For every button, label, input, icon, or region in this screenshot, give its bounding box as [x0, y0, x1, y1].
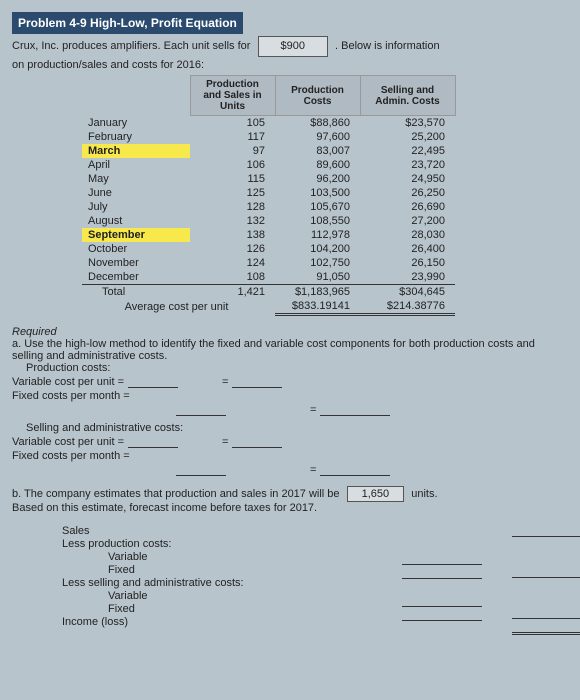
table-row: September138112,97828,030 [82, 228, 455, 242]
blank-input[interactable] [402, 608, 482, 621]
col-admin: Selling and Admin. Costs [360, 76, 455, 116]
intro-block: Crux, Inc. produces amplifiers. Each uni… [12, 36, 568, 73]
less-sell-label: Less selling and administrative costs: [62, 577, 342, 589]
table-row: December10891,05023,990 [82, 270, 455, 285]
blank-input[interactable] [320, 465, 390, 476]
forecast-blanks-col1 [402, 524, 482, 635]
total-row: Total1,421$1,183,965$304,645 [82, 285, 455, 300]
table-row: July128105,67026,690 [82, 200, 455, 214]
fcpm2-label: Fixed costs per month = [12, 450, 130, 462]
partb-text1: b. The company estimates that production… [12, 488, 340, 500]
blank-input[interactable] [176, 405, 226, 416]
forecast-blanks-col2 [512, 524, 580, 635]
blank-input[interactable] [512, 606, 580, 619]
fcpm-label: Fixed costs per month = [12, 390, 130, 402]
blank-input[interactable] [512, 524, 580, 537]
table-row: November124102,75026,150 [82, 256, 455, 270]
sac-label: Selling and administrative costs: [26, 422, 568, 434]
blank-input[interactable] [512, 565, 580, 578]
eq1: = [222, 376, 228, 388]
var2-label: Variable [62, 590, 388, 602]
required-section: Required a. Use the high-low method to i… [12, 326, 568, 476]
intro-line2: on production/sales and costs for 2016: [12, 59, 204, 71]
intro-tail: . Below is information [335, 40, 440, 52]
eq2: = [310, 404, 316, 416]
prod-costs-label: Production costs: [26, 362, 568, 374]
blank-input[interactable] [176, 465, 226, 476]
table-row: June125103,50026,250 [82, 186, 455, 200]
part-b: b. The company estimates that production… [12, 486, 568, 514]
blank-input[interactable] [402, 552, 482, 565]
table-row: August132108,55027,200 [82, 214, 455, 228]
income-label: Income (loss) [62, 616, 342, 628]
vcpu2-label: Variable cost per unit = [12, 436, 124, 448]
table-row: February11797,60025,200 [82, 130, 455, 144]
table-row: March9783,00722,495 [82, 144, 455, 158]
table-row: January105$88,860$23,570 [82, 116, 455, 131]
blank-input[interactable] [232, 377, 282, 388]
forecast-section: Sales Less production costs: Variable Fi… [62, 524, 568, 635]
blank-input[interactable] [402, 566, 482, 579]
avg-row: Average cost per unit$833.19141$214.3877… [82, 299, 455, 315]
var1-label: Variable [62, 551, 388, 563]
required-heading: Required [12, 326, 568, 338]
col-units: Production and Sales in Units [190, 76, 275, 116]
units-label: units. [411, 488, 437, 500]
col-prod: Production Costs [275, 76, 360, 116]
blank-input[interactable] [128, 377, 178, 388]
eq3: = [222, 436, 228, 448]
less-prod-label: Less production costs: [62, 538, 342, 550]
cost-table: Production and Sales in Units Production… [82, 75, 456, 316]
problem-title: Problem 4-9 High-Low, Profit Equation [12, 12, 243, 34]
table-row: October126104,20026,400 [82, 242, 455, 256]
part-a-text: a. Use the high-low method to identify t… [12, 338, 568, 362]
fix1-label: Fixed [62, 564, 388, 576]
blank-input[interactable] [320, 405, 390, 416]
blank-input[interactable] [402, 594, 482, 607]
unit-price-box: $900 [258, 36, 328, 57]
partb-text2: Based on this estimate, forecast income … [12, 502, 317, 514]
table-row: May11596,20024,950 [82, 172, 455, 186]
intro-company: Crux, Inc. produces amplifiers. Each uni… [12, 40, 250, 52]
table-row: April10689,60023,720 [82, 158, 455, 172]
eq4: = [310, 464, 316, 476]
sales-label: Sales [62, 525, 342, 537]
units-2017-box: 1,650 [347, 486, 405, 502]
vcpu-label: Variable cost per unit = [12, 376, 124, 388]
blank-input[interactable] [128, 437, 178, 448]
blank-input[interactable] [232, 437, 282, 448]
blank-input[interactable] [512, 620, 580, 635]
fix2-label: Fixed [62, 603, 388, 615]
